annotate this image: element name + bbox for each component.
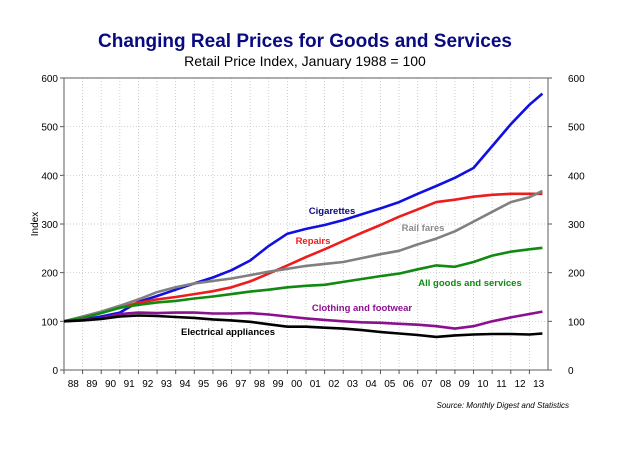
source-note: Source: Monthly Digest and Statistics <box>436 401 569 410</box>
x-tick-label: 12 <box>515 379 527 390</box>
y-tick-label: 0 <box>52 366 58 377</box>
x-tick-label: 10 <box>477 379 489 390</box>
x-tick-label: 98 <box>254 379 266 390</box>
x-tick-label: 88 <box>68 379 80 390</box>
x-tick-label: 06 <box>403 379 415 390</box>
x-tick-label: 96 <box>217 379 229 390</box>
series-line-rail-fares <box>63 189 543 323</box>
y-tick-label: 300 <box>41 220 58 231</box>
series-line-clothing-and-footwear <box>63 310 543 330</box>
x-tick-label: 01 <box>310 379 322 390</box>
x-tick-label: 00 <box>291 379 303 390</box>
y-tick-label: 500 <box>41 123 58 134</box>
series-label: Electrical appliances <box>181 327 275 338</box>
x-tick-label: 13 <box>533 379 545 390</box>
y-tick-label: 400 <box>41 171 58 182</box>
x-tick-label: 89 <box>86 379 98 390</box>
series-label: Cigarettes <box>309 206 355 217</box>
y-tick-label-right: 200 <box>568 269 585 280</box>
x-tick-label: 04 <box>366 379 378 390</box>
y-tick-label-right: 0 <box>568 366 574 377</box>
x-tick-label: 90 <box>105 379 117 390</box>
series-label: Clothing and footwear <box>312 303 413 314</box>
x-tick-label: 94 <box>179 379 191 390</box>
x-tick-label: 09 <box>459 379 471 390</box>
series-line-cigarettes <box>63 92 544 323</box>
x-tick-label: 11 <box>496 379 507 390</box>
series-line-repairs <box>63 192 543 323</box>
x-tick-label: 05 <box>384 379 396 390</box>
y-tick-label-right: 600 <box>568 74 585 85</box>
x-tick-label: 92 <box>142 379 154 390</box>
x-tick-label: 99 <box>273 379 285 390</box>
x-tick-label: 07 <box>421 379 433 390</box>
x-tick-label: 91 <box>124 379 136 390</box>
x-tick-label: 93 <box>161 379 173 390</box>
series-line-electrical-appliances <box>63 314 543 339</box>
series-lines <box>63 92 544 339</box>
y-tick-label-right: 500 <box>568 123 585 134</box>
y-tick-label-right: 400 <box>568 171 585 182</box>
series-line-all-goods-and-services <box>63 246 543 323</box>
x-tick-label: 02 <box>328 379 340 390</box>
y-tick-label-right: 300 <box>568 220 585 231</box>
series-label: Repairs <box>296 236 331 247</box>
y-tick-label-right: 100 <box>568 317 585 328</box>
x-tick-label: 08 <box>440 379 452 390</box>
series-label: Rail fares <box>402 223 445 234</box>
x-tick-label: 97 <box>235 379 247 390</box>
series-labels: Cigarettes Repairs Rail fares All goods and… <box>181 206 522 338</box>
y-axis-label: Index <box>30 212 41 236</box>
y-tick-label: 200 <box>41 269 58 280</box>
x-tick-label: 03 <box>347 379 359 390</box>
grid <box>64 78 548 370</box>
chart-subtitle: Retail Price Index, January 1988 = 100 <box>184 53 426 69</box>
y-tick-label: 600 <box>41 74 58 85</box>
chart-title: Changing Real Prices for Goods and Servi… <box>98 31 512 52</box>
y-tick-label: 100 <box>41 317 58 328</box>
series-label: All goods and services <box>418 278 521 289</box>
x-tick-label: 95 <box>198 379 210 390</box>
